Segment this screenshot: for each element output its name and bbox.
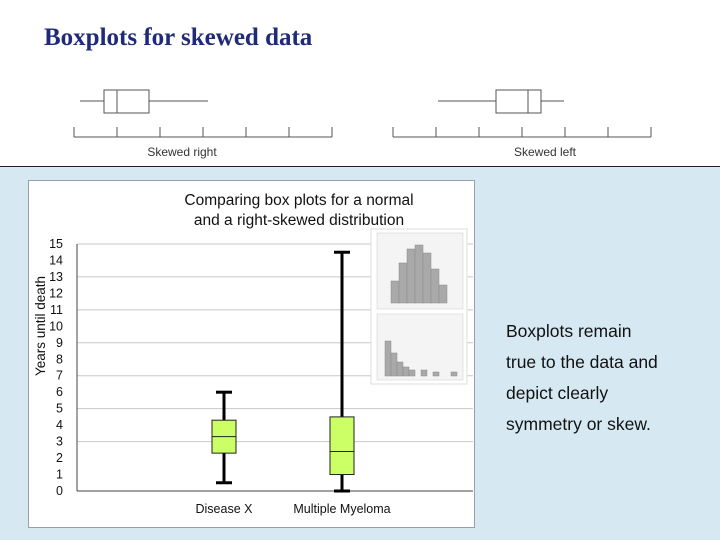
y-tick-label: 7 (56, 369, 63, 383)
y-tick-label: 15 (49, 237, 63, 251)
y-axis-label: Years until death (33, 276, 48, 376)
skew-sketches: Skewed right Skewed left (73, 89, 652, 159)
box-1 (329, 250, 355, 493)
box-iqr (329, 416, 355, 476)
y-tick-label: 3 (56, 435, 63, 449)
y-tick-label: 12 (49, 286, 63, 300)
slide-title: Boxplots for skewed data (44, 24, 313, 51)
y-tick-label: 14 (49, 253, 63, 267)
y-tick-label: 0 (56, 484, 63, 498)
x-categories: Disease X Multiple Myeloma (196, 502, 391, 516)
skewed-right-sketch (73, 89, 333, 138)
y-tick-label: 6 (56, 385, 63, 399)
y-tick-label: 9 (56, 336, 63, 350)
boxplot-chart: 0 1 2 3 4 5 6 7 8 9 10 11 12 13 14 15 Disease X Multiple… (28, 180, 475, 528)
y-tick-label: 13 (49, 270, 63, 284)
y-tick-label: 10 (49, 319, 63, 333)
y-tick-label: 4 (56, 418, 63, 432)
chart-title-line: and a right-skewed distribution (193, 212, 405, 229)
axes (76, 244, 473, 492)
skewed-left-sketch (392, 89, 652, 138)
chart-title-line: Comparing box plots for a normal (184, 192, 414, 209)
y-tick-label: 2 (56, 451, 63, 465)
y-tick-label: 8 (56, 352, 63, 366)
y-tick-label: 5 (56, 402, 63, 416)
y-tick-label: 11 (50, 303, 63, 317)
skewed-right-label: Skewed right (147, 145, 217, 159)
x-category-label: Multiple Myeloma (293, 502, 390, 516)
explanation-line: Boxplots remain (506, 321, 632, 341)
box-0 (211, 390, 237, 485)
explanation-text: Boxplots remain true to the data and dep… (506, 316, 706, 440)
explanation-line: true to the data and (506, 352, 658, 372)
chart-title: Comparing box plots for a normal and a r… (149, 191, 449, 231)
y-tick-label: 1 (56, 468, 63, 482)
skewed-left-label: Skewed left (514, 145, 577, 159)
explanation-line: depict clearly (506, 383, 609, 403)
explanation-line: symmetry or skew. (506, 414, 651, 434)
boxes (211, 250, 355, 493)
x-category-label: Disease X (196, 502, 254, 516)
histogram-inset (370, 228, 468, 385)
